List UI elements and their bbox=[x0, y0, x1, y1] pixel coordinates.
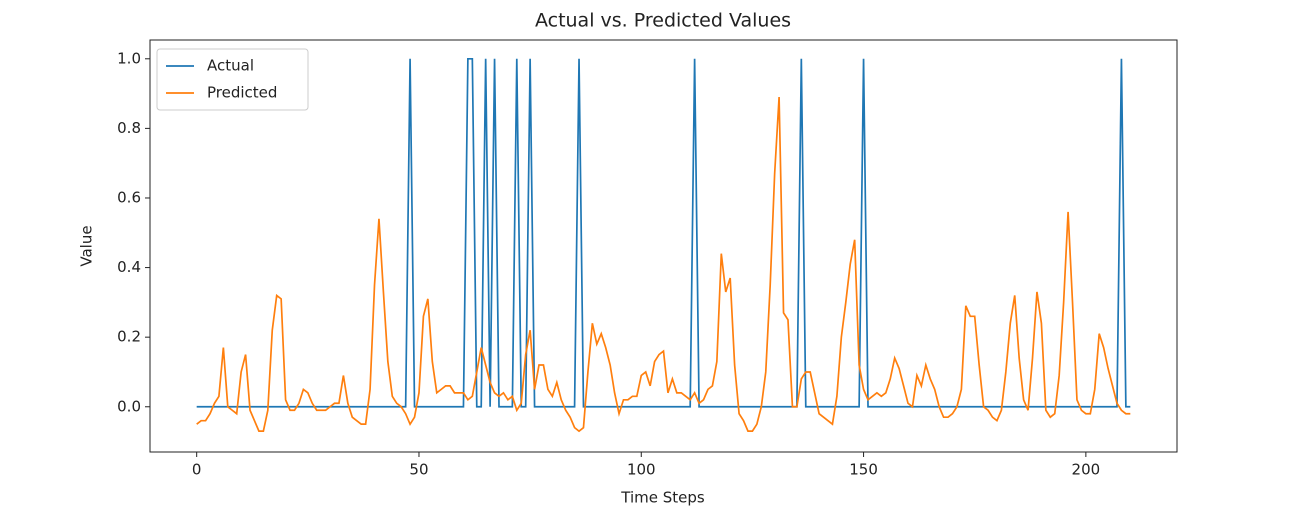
series-line bbox=[196, 97, 1131, 433]
x-tick-label: 200 bbox=[1072, 461, 1101, 479]
x-axis-label: Time Steps bbox=[620, 489, 705, 507]
y-tick-label: 0.6 bbox=[117, 188, 141, 206]
y-tick-label: 0.2 bbox=[117, 328, 141, 346]
legend-label: Actual bbox=[207, 57, 254, 75]
y-tick-label: 1.0 bbox=[117, 49, 141, 67]
x-tick-label: 100 bbox=[627, 461, 656, 479]
legend-box bbox=[156, 48, 309, 111]
series-line bbox=[196, 57, 1131, 408]
x-tick-label: 0 bbox=[192, 461, 202, 479]
x-tick-label: 50 bbox=[409, 461, 428, 479]
legend: Actual Predicted bbox=[156, 48, 309, 111]
plot-frame bbox=[149, 39, 1178, 453]
y-tick-label: 0.0 bbox=[117, 397, 141, 415]
y-tick-label: 0.8 bbox=[117, 119, 141, 137]
y-axis-label: Value bbox=[78, 225, 96, 266]
chart-title: Actual vs. Predicted Values bbox=[535, 10, 791, 32]
legend-label: Predicted bbox=[207, 84, 277, 102]
x-tick-label: 150 bbox=[849, 461, 878, 479]
y-tick-label: 0.4 bbox=[117, 258, 141, 276]
